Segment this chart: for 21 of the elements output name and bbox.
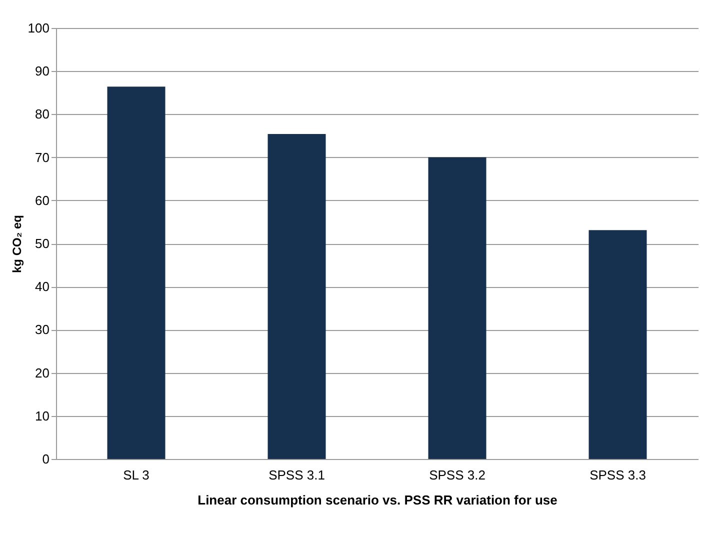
bar xyxy=(428,157,486,459)
bar xyxy=(588,230,647,459)
y-tick-label: 70 xyxy=(35,150,50,165)
y-tick-label: 100 xyxy=(28,20,50,36)
y-tick-label: 60 xyxy=(35,192,50,208)
x-tick-label: SPSS 3.3 xyxy=(590,468,646,482)
y-tick-label: 0 xyxy=(42,452,50,466)
x-axis-title: Linear consumption scenario vs. PSS RR variation for use xyxy=(198,492,558,508)
y-tick-label: 20 xyxy=(35,365,50,380)
y-axis-title: kg CO₂ eq xyxy=(10,214,24,274)
y-tick-label: 10 xyxy=(35,408,50,424)
x-tick-label: SL 3 xyxy=(123,468,150,482)
y-tick-label: 90 xyxy=(35,64,50,79)
y-tick-label: 50 xyxy=(35,236,50,251)
x-tick-label: SPSS 3.2 xyxy=(429,468,486,482)
y-tick-label: 30 xyxy=(35,322,50,338)
x-tick-label: SPSS 3.1 xyxy=(268,468,325,482)
bar xyxy=(268,134,326,459)
bar xyxy=(107,86,166,459)
y-tick-label: 80 xyxy=(35,106,50,122)
y-tick-label: 40 xyxy=(35,279,50,294)
